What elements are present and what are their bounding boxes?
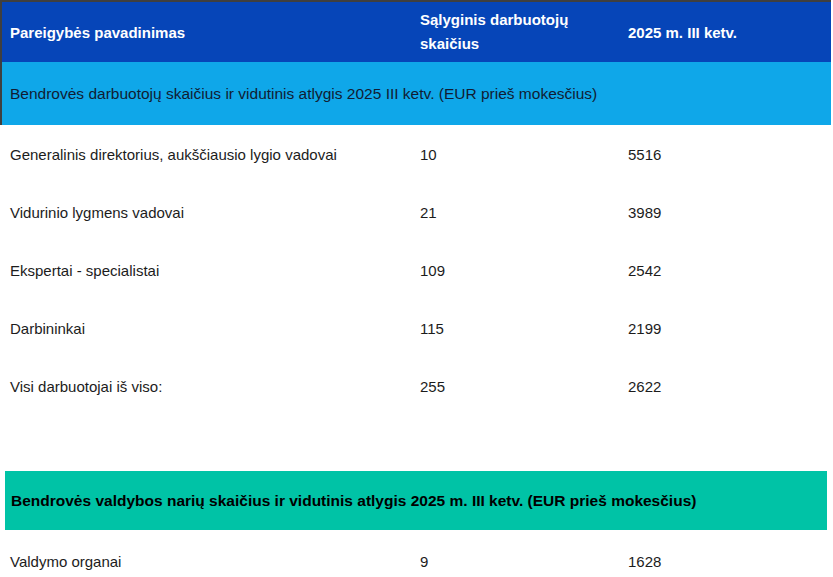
row-label: Ekspertai - specialistai xyxy=(0,262,410,279)
row-label: Darbininkai xyxy=(0,320,410,337)
row-count: 9 xyxy=(410,553,618,570)
row-label: Vidurinio lygmens vadovai xyxy=(0,204,410,221)
row-value: 2622 xyxy=(618,378,833,395)
column-header-period: 2025 m. III ketv. xyxy=(618,24,831,41)
row-count: 21 xyxy=(410,204,618,221)
row-value: 2542 xyxy=(618,262,833,279)
table-row: Darbininkai 115 2199 xyxy=(0,299,833,357)
table-header-row: Pareigybės pavadinimas Sąlyginis darbuot… xyxy=(2,2,831,62)
table-row: Valdymo organai 9 1628 xyxy=(0,546,833,577)
section-spacer xyxy=(0,415,833,471)
table-row: Ekspertai - specialistai 109 2542 xyxy=(0,241,833,299)
row-value: 2199 xyxy=(618,320,833,337)
column-header-position: Pareigybės pavadinimas xyxy=(2,24,410,41)
board-section-banner-text: Bendrovės valdybos narių skaičius ir vid… xyxy=(11,492,696,510)
row-label: Visi darbuotojai iš viso: xyxy=(0,378,410,395)
salary-table-page: Pareigybės pavadinimas Sąlyginis darbuot… xyxy=(0,0,833,577)
employees-section-banner: Bendrovės darbuotojų skaičius ir vidutin… xyxy=(2,62,831,125)
row-count: 255 xyxy=(410,378,618,395)
board-section-banner: Bendrovės valdybos narių skaičius ir vid… xyxy=(5,471,827,530)
row-count: 109 xyxy=(410,262,618,279)
row-label: Valdymo organai xyxy=(0,553,410,570)
table-header-block: Pareigybės pavadinimas Sąlyginis darbuot… xyxy=(0,0,831,125)
row-value: 1628 xyxy=(618,553,833,570)
table-row-total: Visi darbuotojai iš viso: 255 2622 xyxy=(0,357,833,415)
row-value: 5516 xyxy=(618,146,833,163)
row-label: Generalinis direktorius, aukščiausio lyg… xyxy=(0,146,410,163)
column-header-count: Sąlyginis darbuotojų skaičius xyxy=(410,8,618,56)
row-value: 3989 xyxy=(618,204,833,221)
row-count: 10 xyxy=(410,146,618,163)
table-row: Vidurinio lygmens vadovai 21 3989 xyxy=(0,183,833,241)
employees-section-banner-text: Bendrovės darbuotojų skaičius ir vidutin… xyxy=(10,85,597,103)
table-row: Generalinis direktorius, aukščiausio lyg… xyxy=(0,125,833,183)
row-count: 115 xyxy=(410,320,618,337)
row-spacer xyxy=(0,530,833,546)
